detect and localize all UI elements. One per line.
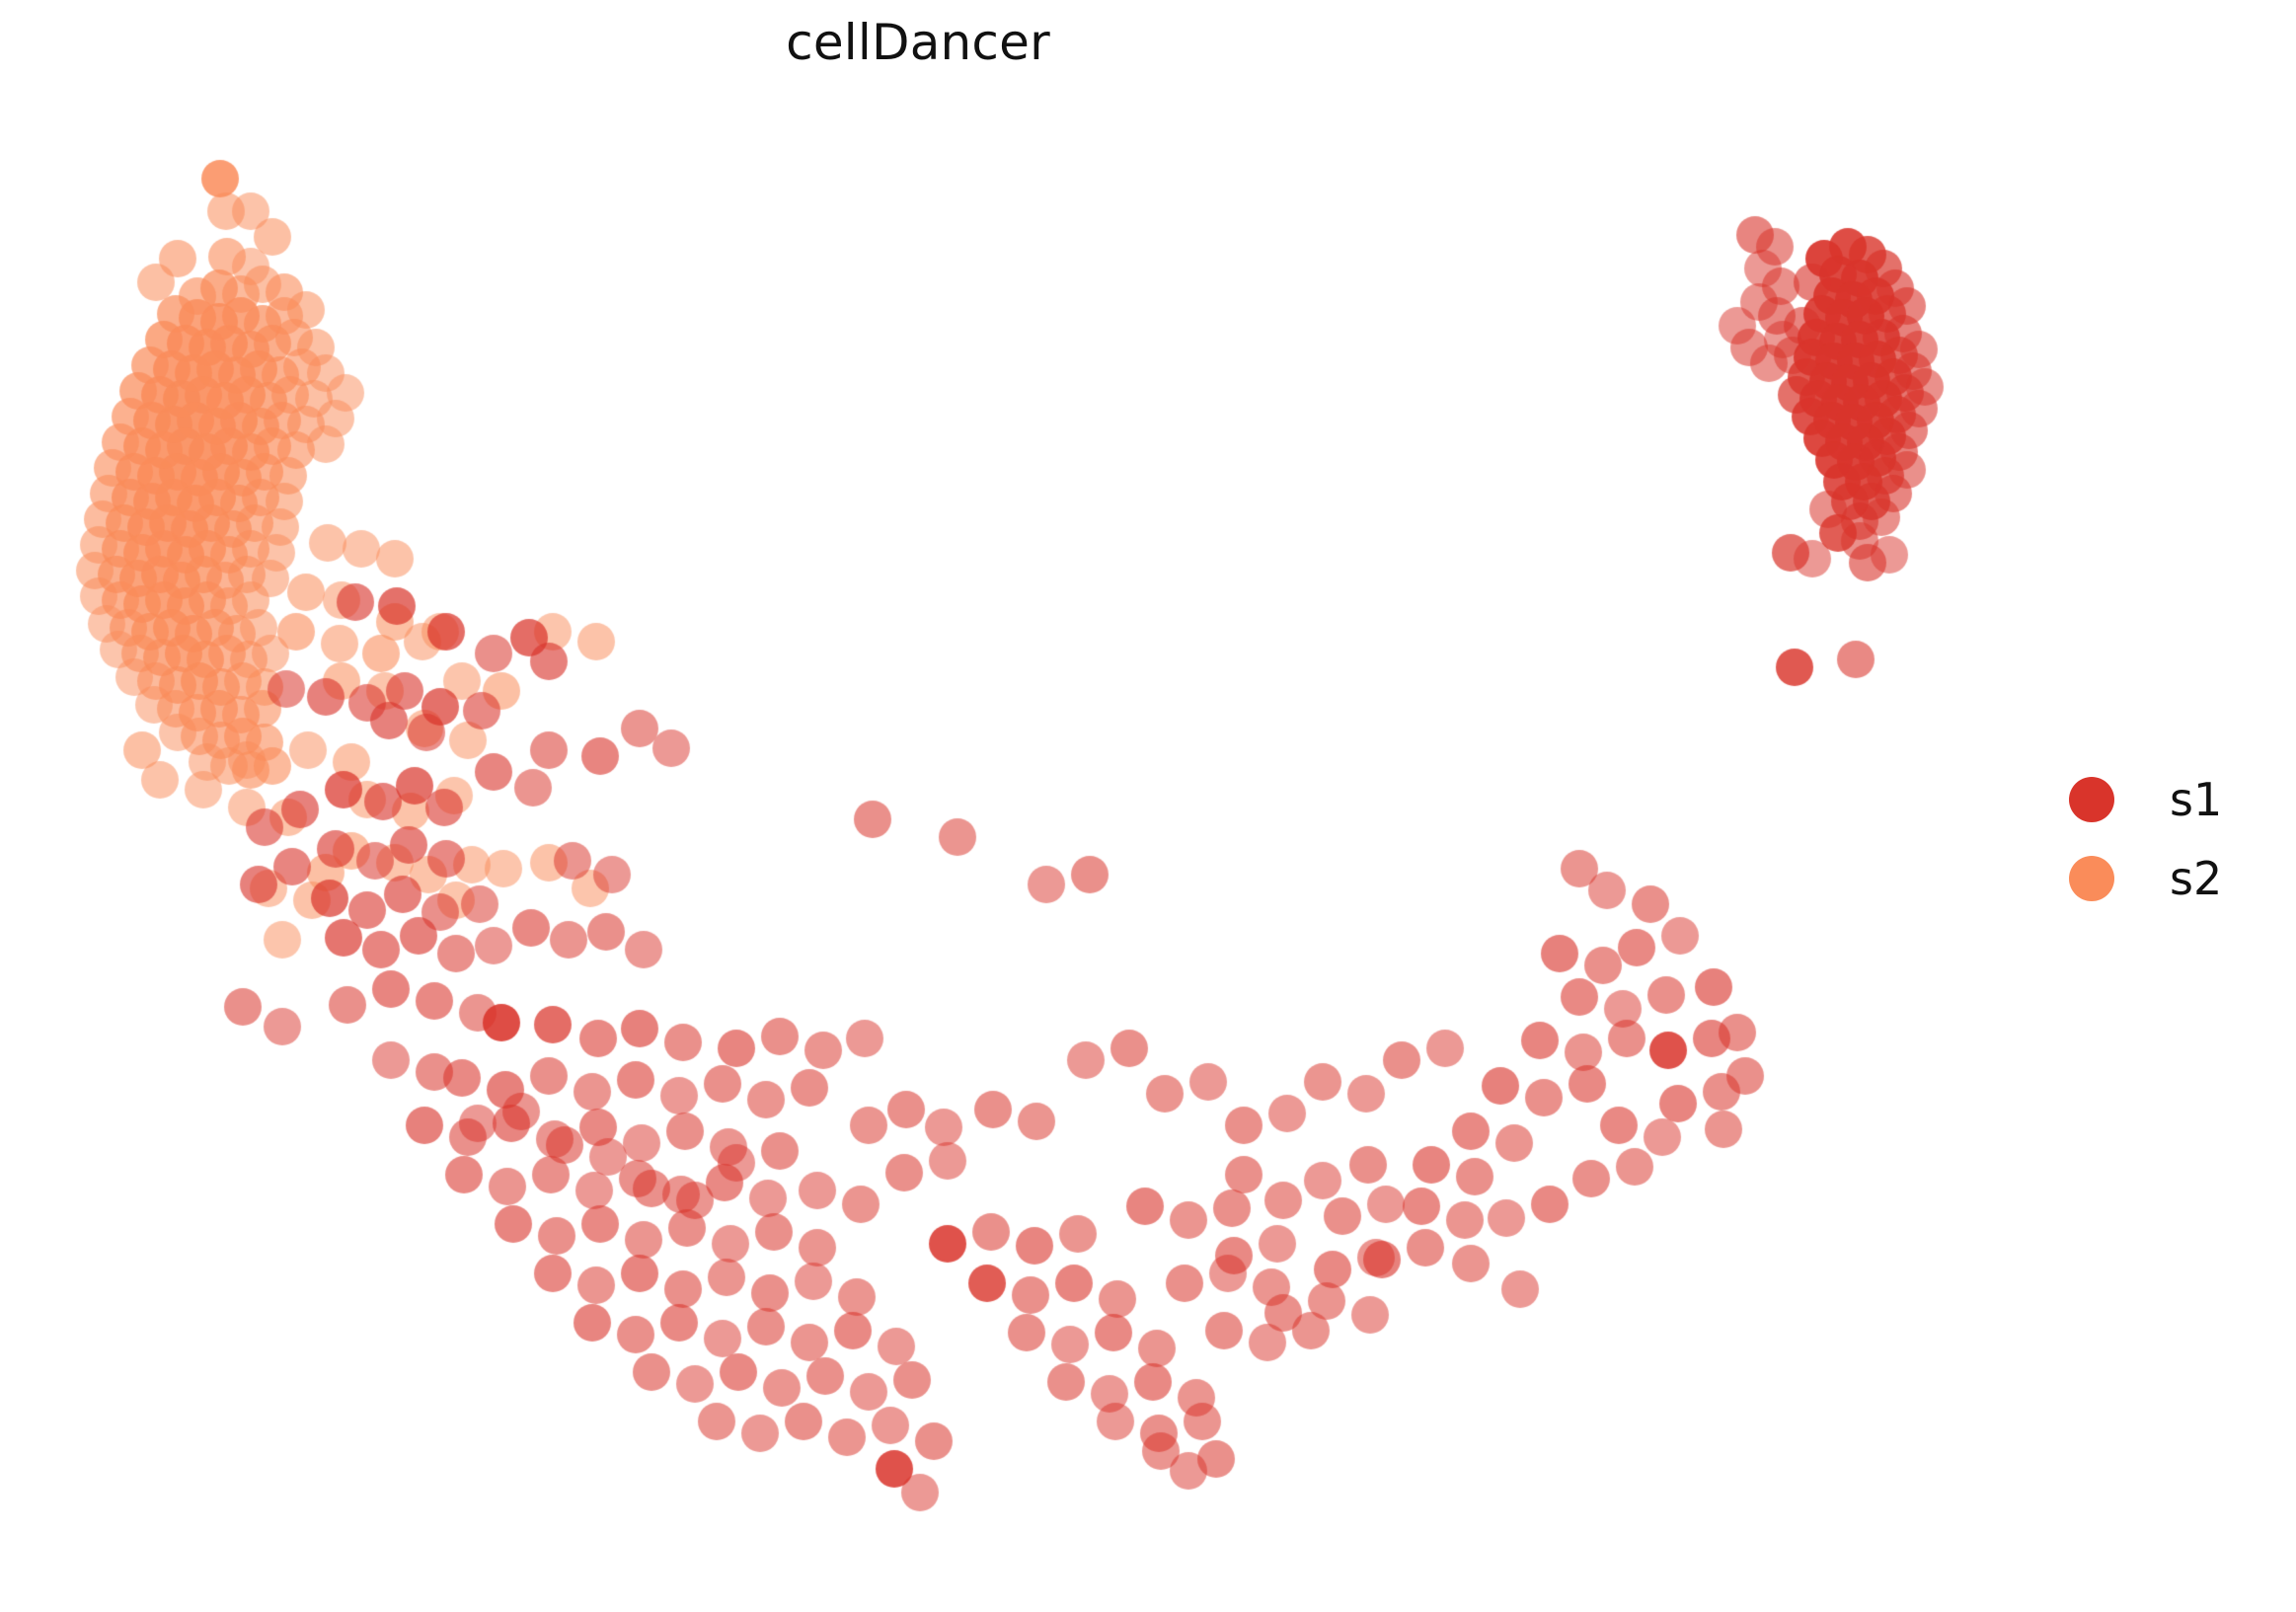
- legend-swatch-s1: [2069, 777, 2114, 822]
- scatter-plot-area: [0, 0, 2033, 1612]
- legend: s1 s2: [2069, 760, 2296, 918]
- legend-label-s2: s2: [2170, 852, 2223, 905]
- scatter-points-canvas: [0, 0, 2033, 1612]
- legend-label-s1: s1: [2170, 773, 2223, 826]
- legend-item-s2[interactable]: s2: [2069, 839, 2296, 918]
- legend-swatch-s2: [2069, 856, 2114, 901]
- legend-item-s1[interactable]: s1: [2069, 760, 2296, 839]
